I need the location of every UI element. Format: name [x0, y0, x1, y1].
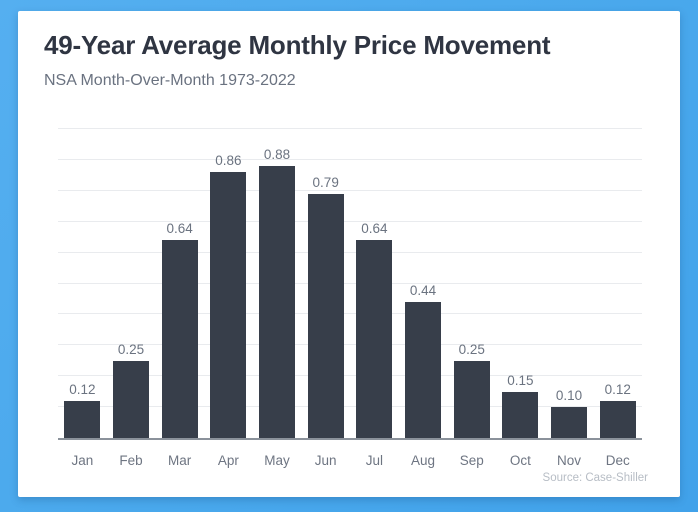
bar-value-label: 0.64 [166, 220, 193, 236]
x-axis-label-sep: Sep [459, 453, 484, 468]
bar-jan [64, 401, 101, 438]
bar-column-aug: 0.44 Aug [399, 129, 448, 468]
bar-value-label: 0.64 [361, 220, 388, 236]
bar-value-label: 0.88 [263, 146, 291, 162]
chart-title: 49-Year Average Monthly Price Movement [44, 30, 551, 60]
bar-value-label: 0.12 [604, 381, 631, 397]
x-axis-label-jun: Jun [314, 453, 337, 468]
bar-column-sep: 0.25 Sep [447, 129, 496, 468]
gridline [58, 375, 642, 377]
bar-column-dec: 0.12 Dec [593, 129, 642, 468]
x-axis-label-apr: Apr [217, 453, 239, 468]
bar-value-label: 0.79 [312, 174, 339, 190]
bar-value-label: 0.10 [555, 387, 583, 403]
chart-subtitle: NSA Month-Over-Month 1973-2022 [44, 72, 296, 89]
bar-value-label: 0.25 [117, 341, 145, 357]
x-axis-label-jan: Jan [71, 453, 94, 468]
x-axis-label-aug: Aug [411, 453, 436, 468]
gridline [58, 220, 642, 222]
bar-oct [502, 392, 539, 438]
bar-column-jul: 0.64 Jul [350, 129, 399, 468]
bar-column-nov: 0.10 Nov [545, 129, 594, 468]
bar-column-jan: 0.12 Jan [58, 129, 107, 468]
bar-value-label: 0.12 [69, 381, 96, 397]
bars-container: 0.12 Jan 0.25 Feb 0.64 Mar 0.86 Apr 0.88 May 0.79 J… [58, 129, 642, 468]
gridline [58, 158, 642, 160]
bar-dec [599, 401, 636, 438]
chart-panel: 49-Year Average Monthly Price Movement N… [18, 11, 680, 497]
bar-value-label: 0.15 [507, 372, 534, 388]
bar-column-jun: 0.79 Jun [301, 129, 350, 468]
gridline [58, 128, 642, 129]
bar-sep [453, 361, 490, 438]
bar-value-label: 0.86 [215, 152, 242, 168]
source-label: Source: Case-Shiller [542, 472, 648, 484]
bar-apr [210, 172, 247, 438]
bar-column-feb: 0.25 Feb [107, 129, 156, 468]
bar-feb [113, 361, 149, 438]
gridline [58, 189, 642, 191]
bar-column-apr: 0.86 Apr [204, 129, 253, 468]
bar-nov [551, 407, 588, 438]
bar-jun [307, 194, 344, 438]
bar-value-label: 0.44 [409, 282, 437, 298]
bar-mar [161, 240, 198, 438]
x-axis-label-may: May [264, 453, 290, 468]
bar-value-label: 0.25 [458, 341, 485, 357]
gridline [58, 282, 642, 284]
x-axis-label-nov: Nov [557, 453, 582, 468]
bar-column-mar: 0.64 Mar [155, 129, 204, 468]
x-axis-label-mar: Mar [168, 453, 192, 468]
x-axis-label-feb: Feb [119, 453, 143, 468]
x-axis-label-oct: Oct [509, 453, 531, 468]
gridline [58, 313, 642, 315]
gridline [58, 344, 642, 346]
gridline [58, 406, 642, 408]
x-axis-line [58, 438, 642, 440]
bar-column-may: 0.88 May [253, 129, 302, 468]
bar-aug [405, 302, 442, 438]
bar-column-oct: 0.15 Oct [496, 129, 545, 468]
bar-chart-plot: 0.12 Jan 0.25 Feb 0.64 Mar 0.86 Apr 0.88 May 0.79 J… [58, 128, 642, 468]
gridline [58, 251, 642, 253]
bar-may [259, 166, 296, 438]
bar-jul [356, 240, 393, 438]
x-axis-label-jul: Jul [365, 453, 383, 468]
x-axis-label-dec: Dec [605, 453, 630, 468]
